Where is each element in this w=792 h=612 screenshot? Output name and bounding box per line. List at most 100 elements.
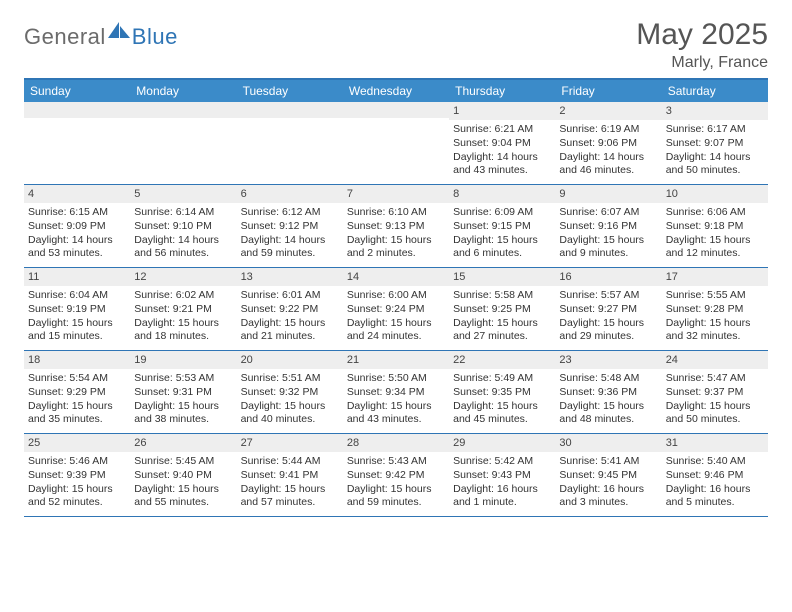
daylight-text: and 59 minutes. xyxy=(347,496,445,510)
daylight-text: and 9 minutes. xyxy=(559,247,657,261)
daylight-text: and 50 minutes. xyxy=(666,164,764,178)
day-body: Sunrise: 6:02 AMSunset: 9:21 PMDaylight:… xyxy=(130,286,236,348)
daylight-text: Daylight: 15 hours xyxy=(453,234,551,248)
daylight-text: Daylight: 14 hours xyxy=(28,234,126,248)
sunrise-text: Sunrise: 5:50 AM xyxy=(347,372,445,386)
daylight-text: and 3 minutes. xyxy=(559,496,657,510)
daylight-text: and 52 minutes. xyxy=(28,496,126,510)
sunrise-text: Sunrise: 6:17 AM xyxy=(666,123,764,137)
day-cell: 13Sunrise: 6:01 AMSunset: 9:22 PMDayligh… xyxy=(237,268,343,350)
daylight-text: and 48 minutes. xyxy=(559,413,657,427)
sunrise-text: Sunrise: 6:10 AM xyxy=(347,206,445,220)
sunrise-text: Sunrise: 6:21 AM xyxy=(453,123,551,137)
day-number: 17 xyxy=(662,268,768,286)
sunrise-text: Sunrise: 6:01 AM xyxy=(241,289,339,303)
day-body: Sunrise: 6:10 AMSunset: 9:13 PMDaylight:… xyxy=(343,203,449,265)
daylight-text: and 18 minutes. xyxy=(134,330,232,344)
brand-blue: Blue xyxy=(132,24,178,50)
sunrise-text: Sunrise: 6:00 AM xyxy=(347,289,445,303)
day-body: Sunrise: 5:40 AMSunset: 9:46 PMDaylight:… xyxy=(662,452,768,514)
day-body: Sunrise: 5:48 AMSunset: 9:36 PMDaylight:… xyxy=(555,369,661,431)
sunset-text: Sunset: 9:04 PM xyxy=(453,137,551,151)
location: Marly, France xyxy=(636,54,768,72)
day-cell: 4Sunrise: 6:15 AMSunset: 9:09 PMDaylight… xyxy=(24,185,130,267)
sunset-text: Sunset: 9:31 PM xyxy=(134,386,232,400)
sunset-text: Sunset: 9:19 PM xyxy=(28,303,126,317)
daylight-text: and 46 minutes. xyxy=(559,164,657,178)
day-number: 14 xyxy=(343,268,449,286)
sunset-text: Sunset: 9:16 PM xyxy=(559,220,657,234)
day-cell: 16Sunrise: 5:57 AMSunset: 9:27 PMDayligh… xyxy=(555,268,661,350)
day-cell: 5Sunrise: 6:14 AMSunset: 9:10 PMDaylight… xyxy=(130,185,236,267)
day-number: 29 xyxy=(449,434,555,452)
day-number: 25 xyxy=(24,434,130,452)
day-number: 2 xyxy=(555,102,661,120)
brand-sail-icon xyxy=(108,22,130,40)
day-number: 24 xyxy=(662,351,768,369)
daylight-text: and 38 minutes. xyxy=(134,413,232,427)
day-number: 31 xyxy=(662,434,768,452)
day-number: 5 xyxy=(130,185,236,203)
sunset-text: Sunset: 9:06 PM xyxy=(559,137,657,151)
day-number: 28 xyxy=(343,434,449,452)
day-body: Sunrise: 6:09 AMSunset: 9:15 PMDaylight:… xyxy=(449,203,555,265)
day-cell xyxy=(237,102,343,184)
daylight-text: and 43 minutes. xyxy=(347,413,445,427)
daylight-text: and 59 minutes. xyxy=(241,247,339,261)
sunset-text: Sunset: 9:25 PM xyxy=(453,303,551,317)
daylight-text: and 1 minute. xyxy=(453,496,551,510)
daylight-text: Daylight: 15 hours xyxy=(241,317,339,331)
day-number: 18 xyxy=(24,351,130,369)
day-number: 12 xyxy=(130,268,236,286)
sunrise-text: Sunrise: 5:43 AM xyxy=(347,455,445,469)
sunset-text: Sunset: 9:28 PM xyxy=(666,303,764,317)
brand-logo: General Blue xyxy=(24,18,178,50)
sunrise-text: Sunrise: 6:14 AM xyxy=(134,206,232,220)
day-body: Sunrise: 6:00 AMSunset: 9:24 PMDaylight:… xyxy=(343,286,449,348)
weeks-container: 1Sunrise: 6:21 AMSunset: 9:04 PMDaylight… xyxy=(24,102,768,517)
daylight-text: and 32 minutes. xyxy=(666,330,764,344)
day-number: 4 xyxy=(24,185,130,203)
day-header: Tuesday xyxy=(237,80,343,102)
day-body: Sunrise: 5:47 AMSunset: 9:37 PMDaylight:… xyxy=(662,369,768,431)
day-cell xyxy=(343,102,449,184)
day-cell: 9Sunrise: 6:07 AMSunset: 9:16 PMDaylight… xyxy=(555,185,661,267)
day-cell: 8Sunrise: 6:09 AMSunset: 9:15 PMDaylight… xyxy=(449,185,555,267)
sunset-text: Sunset: 9:29 PM xyxy=(28,386,126,400)
day-body: Sunrise: 5:46 AMSunset: 9:39 PMDaylight:… xyxy=(24,452,130,514)
sunrise-text: Sunrise: 6:12 AM xyxy=(241,206,339,220)
sunrise-text: Sunrise: 5:49 AM xyxy=(453,372,551,386)
week-row: 18Sunrise: 5:54 AMSunset: 9:29 PMDayligh… xyxy=(24,351,768,434)
day-number: 8 xyxy=(449,185,555,203)
day-number: 27 xyxy=(237,434,343,452)
sunset-text: Sunset: 9:39 PM xyxy=(28,469,126,483)
day-number: 10 xyxy=(662,185,768,203)
daylight-text: Daylight: 14 hours xyxy=(134,234,232,248)
week-row: 1Sunrise: 6:21 AMSunset: 9:04 PMDaylight… xyxy=(24,102,768,185)
daylight-text: Daylight: 15 hours xyxy=(666,317,764,331)
day-body: Sunrise: 6:12 AMSunset: 9:12 PMDaylight:… xyxy=(237,203,343,265)
sunset-text: Sunset: 9:32 PM xyxy=(241,386,339,400)
day-body: Sunrise: 5:51 AMSunset: 9:32 PMDaylight:… xyxy=(237,369,343,431)
day-cell: 7Sunrise: 6:10 AMSunset: 9:13 PMDaylight… xyxy=(343,185,449,267)
day-body: Sunrise: 5:55 AMSunset: 9:28 PMDaylight:… xyxy=(662,286,768,348)
week-row: 25Sunrise: 5:46 AMSunset: 9:39 PMDayligh… xyxy=(24,434,768,517)
daylight-text: Daylight: 15 hours xyxy=(28,400,126,414)
daylight-text: Daylight: 15 hours xyxy=(28,317,126,331)
day-cell: 27Sunrise: 5:44 AMSunset: 9:41 PMDayligh… xyxy=(237,434,343,516)
day-cell: 22Sunrise: 5:49 AMSunset: 9:35 PMDayligh… xyxy=(449,351,555,433)
calendar: Sunday Monday Tuesday Wednesday Thursday… xyxy=(24,78,768,517)
day-number xyxy=(237,102,343,118)
week-row: 11Sunrise: 6:04 AMSunset: 9:19 PMDayligh… xyxy=(24,268,768,351)
day-body: Sunrise: 6:01 AMSunset: 9:22 PMDaylight:… xyxy=(237,286,343,348)
day-cell: 25Sunrise: 5:46 AMSunset: 9:39 PMDayligh… xyxy=(24,434,130,516)
sunrise-text: Sunrise: 6:19 AM xyxy=(559,123,657,137)
sunrise-text: Sunrise: 6:07 AM xyxy=(559,206,657,220)
day-body: Sunrise: 6:04 AMSunset: 9:19 PMDaylight:… xyxy=(24,286,130,348)
day-body: Sunrise: 5:41 AMSunset: 9:45 PMDaylight:… xyxy=(555,452,661,514)
daylight-text: and 56 minutes. xyxy=(134,247,232,261)
sunrise-text: Sunrise: 5:44 AM xyxy=(241,455,339,469)
day-cell: 29Sunrise: 5:42 AMSunset: 9:43 PMDayligh… xyxy=(449,434,555,516)
daylight-text: and 15 minutes. xyxy=(28,330,126,344)
day-cell: 18Sunrise: 5:54 AMSunset: 9:29 PMDayligh… xyxy=(24,351,130,433)
